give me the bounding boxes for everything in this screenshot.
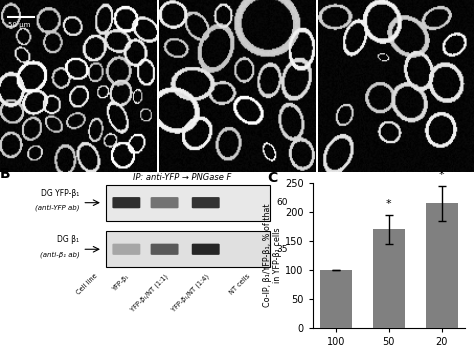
FancyBboxPatch shape: [192, 244, 219, 255]
Bar: [106, 231, 270, 267]
Y-axis label: Co-IP, β₁/YFP-β₁, % of that
in YFP-β₁ cells: Co-IP, β₁/YFP-β₁, % of that in YFP-β₁ ce…: [263, 204, 283, 307]
Text: IP: anti-YFP → PNGase F: IP: anti-YFP → PNGase F: [133, 172, 231, 181]
Text: (anti-YFP ab): (anti-YFP ab): [35, 204, 79, 211]
Bar: [373, 229, 405, 328]
FancyBboxPatch shape: [151, 197, 179, 208]
Text: DG β₁: DG β₁: [57, 235, 79, 244]
Text: *: *: [439, 170, 445, 180]
Text: C: C: [267, 171, 278, 185]
Text: *: *: [386, 199, 392, 209]
Bar: [320, 270, 352, 328]
Text: (anti-β₁ ab): (anti-β₁ ab): [40, 251, 79, 258]
Text: 60: 60: [276, 198, 288, 207]
Text: B: B: [0, 167, 10, 181]
FancyBboxPatch shape: [192, 197, 219, 208]
FancyBboxPatch shape: [151, 244, 179, 255]
Text: YFP-β₁/NT (1:1): YFP-β₁/NT (1:1): [129, 273, 169, 313]
Text: YFP-β₁/NT (1:4): YFP-β₁/NT (1:4): [170, 273, 210, 313]
Text: 50 μm: 50 μm: [8, 22, 30, 28]
Text: YFP-β₁: YFP-β₁: [111, 273, 131, 292]
Bar: [106, 185, 270, 221]
Text: DG YFP-β₁: DG YFP-β₁: [41, 188, 79, 197]
FancyBboxPatch shape: [112, 197, 140, 208]
FancyBboxPatch shape: [112, 244, 140, 255]
Text: 35: 35: [276, 245, 288, 254]
Bar: [426, 203, 457, 328]
Text: NT cells: NT cells: [228, 273, 251, 295]
Text: Cell line: Cell line: [75, 273, 98, 296]
